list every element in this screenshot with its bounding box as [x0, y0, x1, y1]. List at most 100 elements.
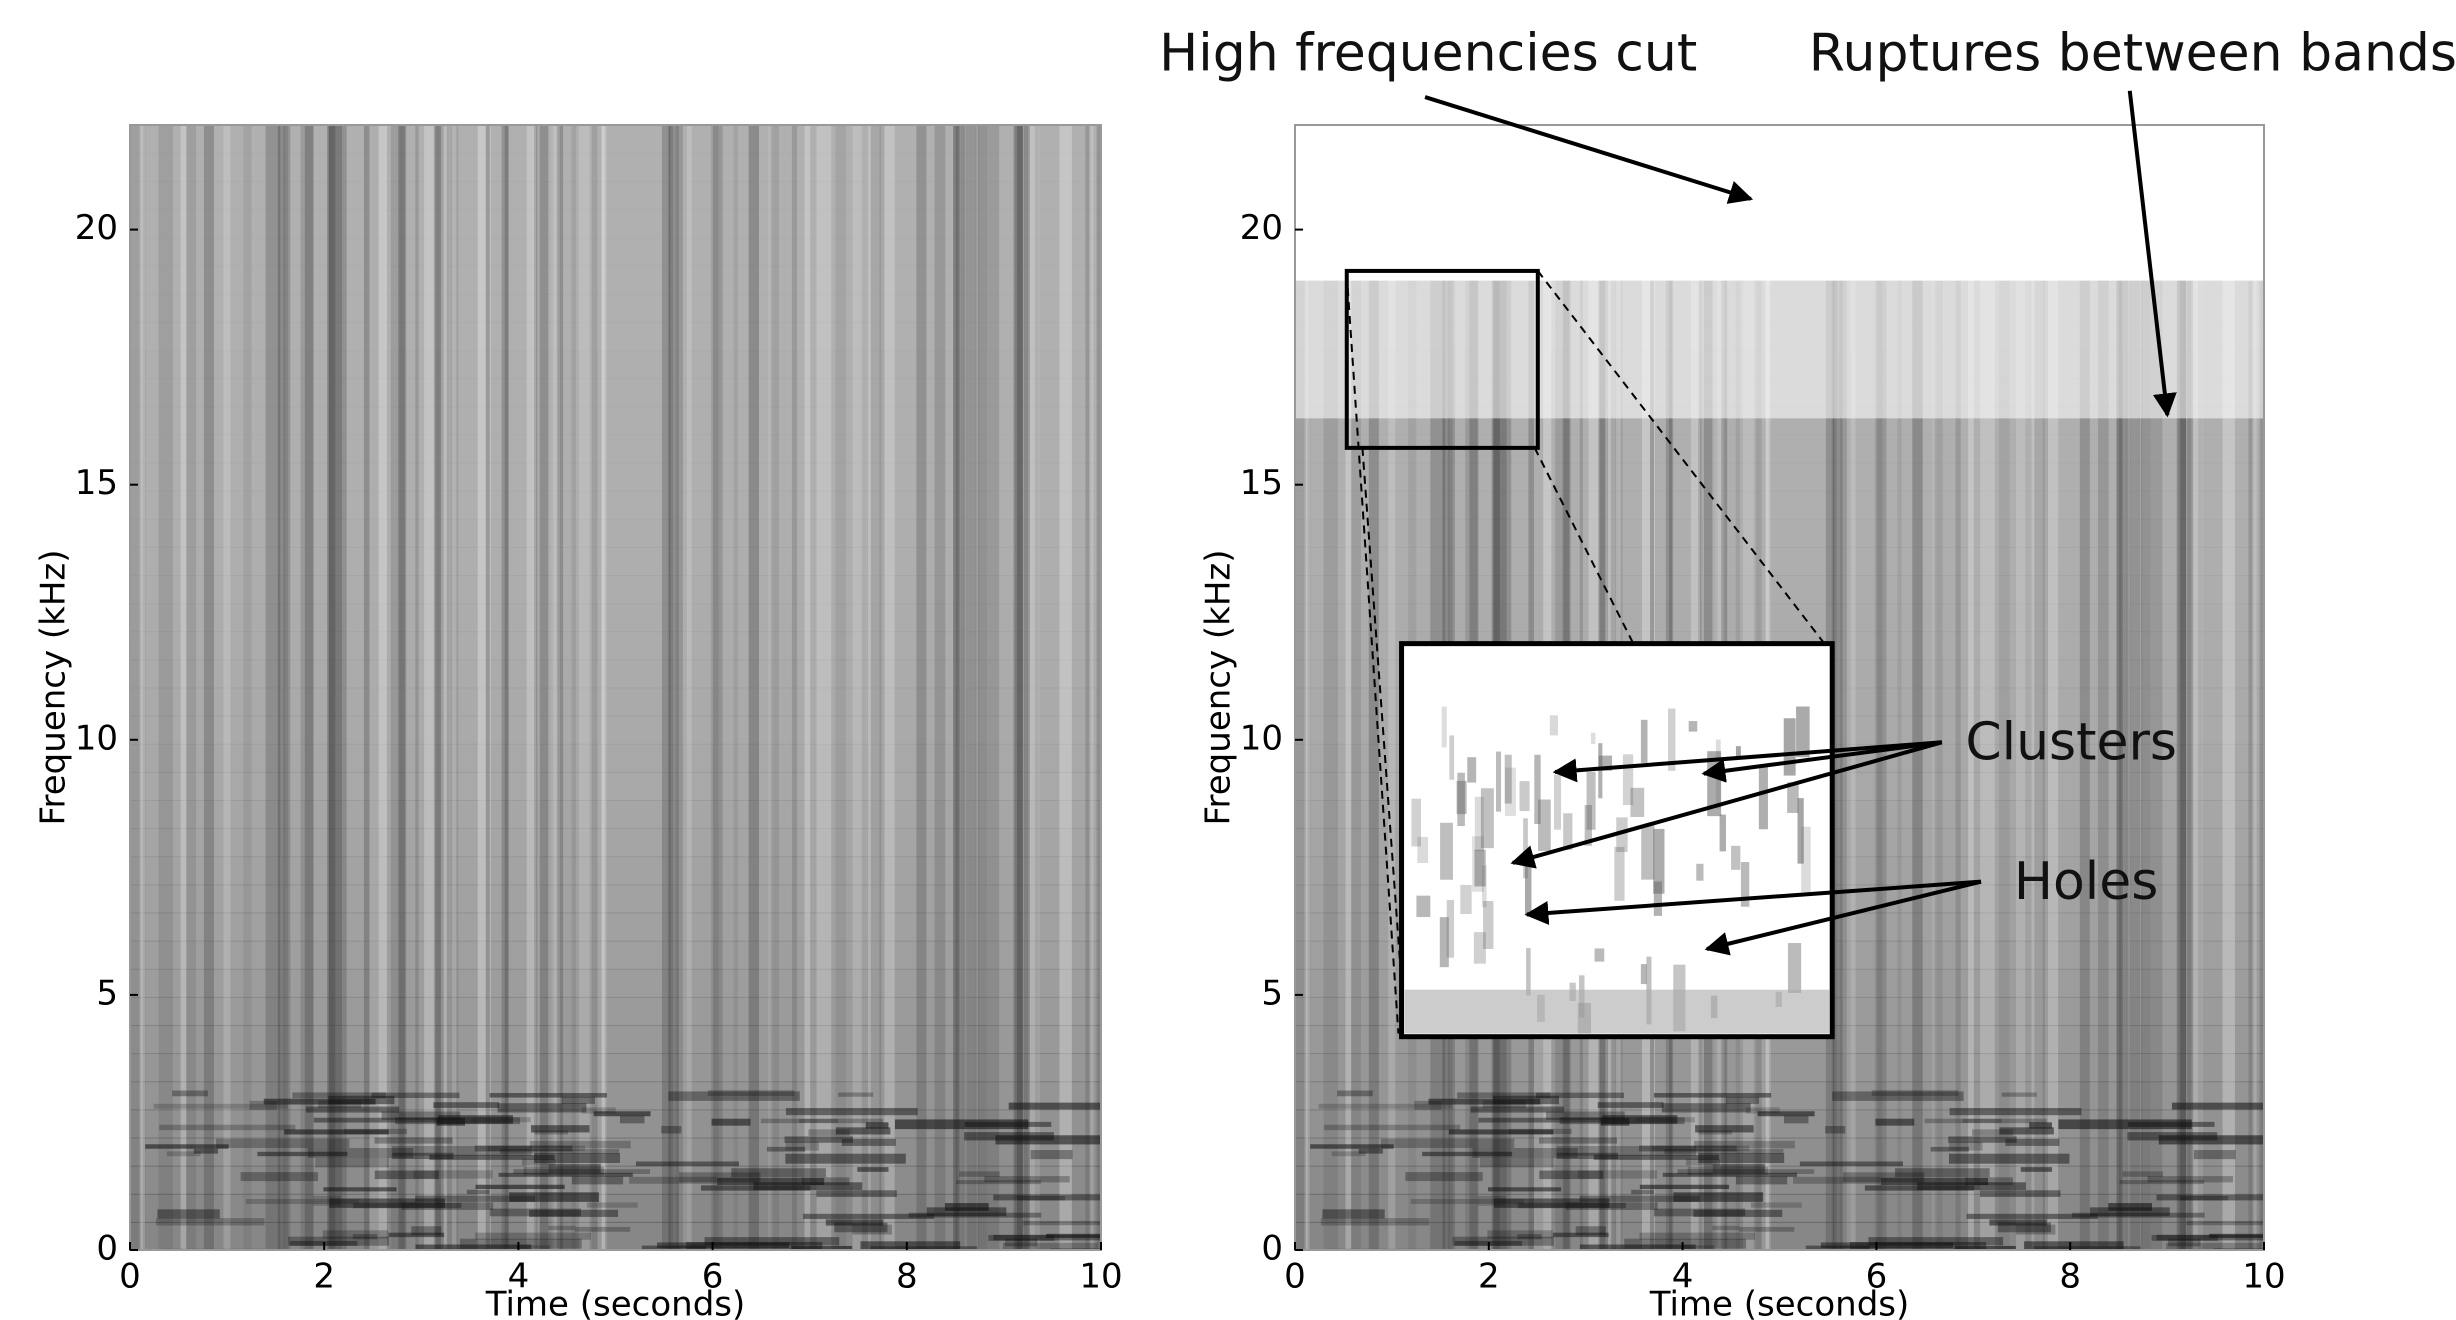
- texture: [1638, 1145, 1737, 1152]
- texture: [130, 856, 1101, 886]
- texture: [534, 125, 538, 1250]
- texture: [2248, 125, 2253, 1250]
- texture: [2260, 125, 2264, 1250]
- texture: [785, 1141, 819, 1151]
- texture: [667, 125, 673, 1250]
- texture: [1631, 1189, 1654, 1195]
- inset-texture: [1653, 881, 1662, 916]
- texture: [561, 1096, 595, 1104]
- texture: [497, 1103, 587, 1113]
- inset-texture: [1653, 828, 1665, 894]
- texture: [1999, 125, 2010, 1250]
- texture: [474, 1145, 573, 1152]
- texture: [857, 1167, 889, 1172]
- texture: [485, 125, 490, 1250]
- inset-texture: [1480, 788, 1494, 849]
- texture: [1739, 1226, 1795, 1232]
- texture: [1793, 1176, 1881, 1184]
- texture: [371, 1092, 460, 1099]
- texture: [1380, 1138, 1515, 1148]
- inset-texture: [1441, 706, 1447, 748]
- y-tick-label: 5: [1261, 973, 1283, 1013]
- texture: [2187, 125, 2194, 1250]
- y-tick-label: 10: [75, 718, 118, 758]
- texture: [534, 1130, 569, 1135]
- zoom-source: [1344, 268, 1540, 450]
- texture: [223, 125, 231, 1250]
- y-tick-label: 15: [75, 463, 118, 503]
- texture: [1750, 1202, 1802, 1208]
- inset-texture: [1526, 948, 1531, 996]
- texture: [166, 1151, 201, 1157]
- y-tick-label: 15: [1240, 463, 1283, 503]
- texture: [1097, 125, 1101, 1250]
- inset-texture: [1796, 706, 1810, 758]
- inset-texture: [1524, 861, 1532, 914]
- annotation-arrow: [1424, 95, 1754, 204]
- texture: [2031, 125, 2043, 1250]
- texture: [1677, 1169, 1815, 1174]
- texture: [1345, 125, 1352, 1250]
- texture: [865, 1122, 889, 1129]
- texture: [1602, 1115, 1678, 1124]
- texture: [1955, 125, 1961, 1250]
- texture: [791, 125, 798, 1250]
- texture: [1664, 1149, 1784, 1154]
- texture: [304, 125, 314, 1250]
- texture: [1295, 1081, 2264, 1111]
- texture: [579, 125, 590, 1250]
- annotation: Clusters: [1965, 712, 2177, 772]
- inset-texture: [1534, 754, 1541, 824]
- inset-texture: [1797, 798, 1804, 864]
- texture: [953, 125, 960, 1250]
- texture: [516, 1245, 551, 1250]
- texture: [526, 125, 540, 1250]
- inset-texture: [1735, 746, 1741, 757]
- texture: [1488, 1187, 1562, 1192]
- texture: [2023, 1241, 2124, 1250]
- texture: [327, 125, 335, 1250]
- spectrogram-bg: [130, 125, 1101, 1250]
- texture: [329, 1198, 446, 1208]
- texture: [551, 125, 557, 1250]
- texture: [306, 1106, 400, 1113]
- texture: [130, 912, 1101, 942]
- texture: [1653, 1092, 1772, 1098]
- texture: [1575, 1226, 1606, 1236]
- texture: [1695, 1125, 1754, 1133]
- texture: [415, 125, 419, 1250]
- texture: [676, 125, 687, 1250]
- x-tick-label: 8: [2059, 1257, 2081, 1297]
- texture: [130, 1165, 1101, 1195]
- texture: [959, 1171, 1000, 1177]
- texture: [130, 743, 1101, 773]
- texture: [1924, 1118, 2047, 1124]
- texture: [964, 1132, 1054, 1141]
- texture: [1556, 1152, 1619, 1160]
- inset-texture: [1731, 845, 1741, 870]
- texture: [977, 125, 988, 1250]
- texture: [2193, 1150, 2236, 1160]
- texture: [629, 1176, 717, 1184]
- texture: [591, 125, 602, 1250]
- texture: [661, 1125, 682, 1134]
- inset-texture: [1787, 943, 1802, 993]
- texture: [1405, 1172, 1483, 1182]
- texture: [130, 1193, 1101, 1223]
- inset-texture: [1668, 708, 1676, 771]
- texture: [678, 125, 692, 1250]
- texture: [2192, 125, 2203, 1250]
- x-tick-label: 0: [1284, 1257, 1306, 1297]
- texture: [2015, 1224, 2056, 1235]
- texture: [1979, 1190, 2061, 1197]
- texture: [1388, 125, 1396, 1250]
- annotation-arrow: [2127, 90, 2177, 418]
- texture: [466, 1189, 490, 1195]
- texture: [523, 1166, 604, 1176]
- texture: [803, 1213, 935, 1219]
- texture: [1059, 125, 1072, 1250]
- texture: [1358, 1148, 1383, 1154]
- texture: [283, 125, 291, 1250]
- texture: [140, 125, 146, 1250]
- inset-texture: [1449, 735, 1455, 780]
